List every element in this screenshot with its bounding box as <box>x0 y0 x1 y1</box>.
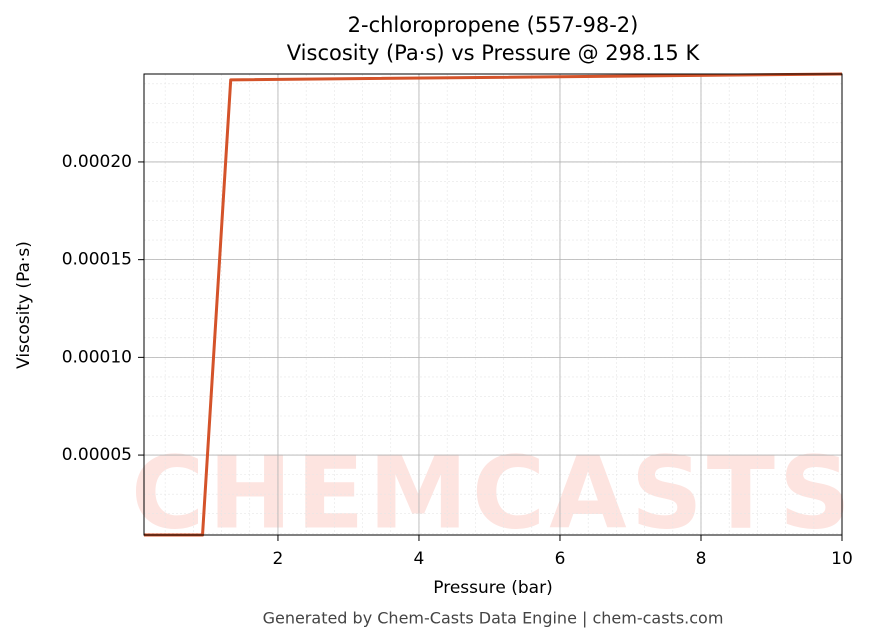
watermark: CHEMCASTS <box>131 434 855 551</box>
x-tick-label: 4 <box>414 549 425 569</box>
x-tick-label: 10 <box>831 549 853 569</box>
x-tick-label: 6 <box>555 549 566 569</box>
x-tick-label: 8 <box>696 549 707 569</box>
x-axis-label: Pressure (bar) <box>433 578 552 598</box>
plot-frame <box>143 73 843 536</box>
x-tick-label: 2 <box>273 549 284 569</box>
chart-subtitle: Viscosity (Pa·s) vs Pressure @ 298.15 K <box>287 41 701 65</box>
chart-title: 2-chloropropene (557-98-2) <box>348 13 639 37</box>
y-axis-label: Viscosity (Pa·s) <box>14 241 34 369</box>
y-tick-label: 0.00010 <box>62 347 132 367</box>
y-tick-label: 0.00020 <box>62 152 132 172</box>
y-tick-label: 0.00005 <box>62 445 132 465</box>
y-tick-label: 0.00015 <box>62 250 132 270</box>
footer: Generated by Chem-Casts Data Engine | ch… <box>263 609 724 628</box>
